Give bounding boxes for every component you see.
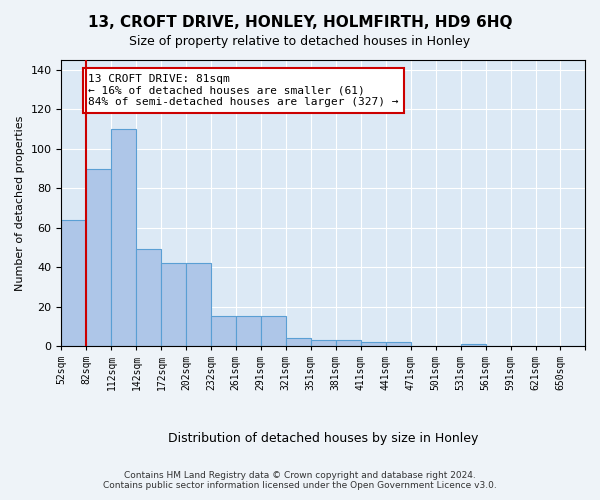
- Text: Contains HM Land Registry data © Crown copyright and database right 2024.
Contai: Contains HM Land Registry data © Crown c…: [103, 470, 497, 490]
- Bar: [311, 340, 336, 346]
- Bar: [211, 316, 236, 346]
- Text: 13, CROFT DRIVE, HONLEY, HOLMFIRTH, HD9 6HQ: 13, CROFT DRIVE, HONLEY, HOLMFIRTH, HD9 …: [88, 15, 512, 30]
- Bar: [286, 338, 311, 346]
- Bar: [86, 168, 112, 346]
- Bar: [461, 344, 486, 346]
- X-axis label: Distribution of detached houses by size in Honley: Distribution of detached houses by size …: [168, 432, 478, 445]
- Y-axis label: Number of detached properties: Number of detached properties: [15, 116, 25, 290]
- Bar: [187, 263, 211, 346]
- Bar: [236, 316, 260, 346]
- Bar: [361, 342, 386, 346]
- Bar: [112, 129, 136, 346]
- Bar: [161, 263, 187, 346]
- Text: Size of property relative to detached houses in Honley: Size of property relative to detached ho…: [130, 35, 470, 48]
- Text: 13 CROFT DRIVE: 81sqm
← 16% of detached houses are smaller (61)
84% of semi-deta: 13 CROFT DRIVE: 81sqm ← 16% of detached …: [88, 74, 398, 107]
- Bar: [260, 316, 286, 346]
- Bar: [61, 220, 86, 346]
- Bar: [386, 342, 411, 346]
- Bar: [136, 250, 161, 346]
- Bar: [336, 340, 361, 346]
